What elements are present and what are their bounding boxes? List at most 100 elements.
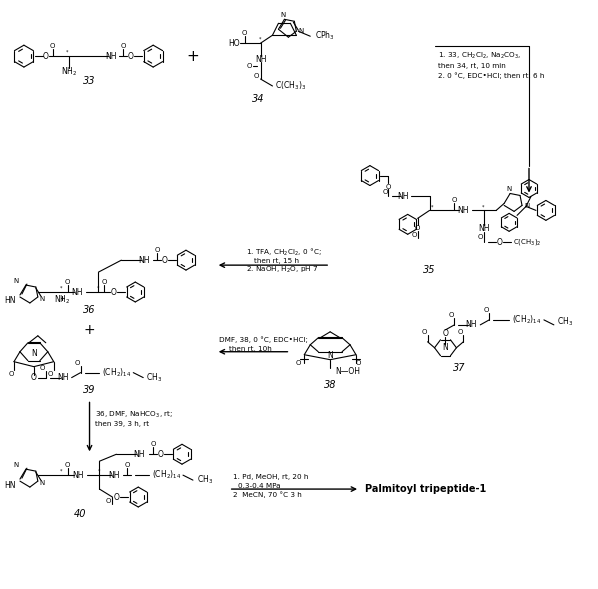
Text: O: O [443, 329, 448, 338]
Text: HO: HO [228, 39, 240, 48]
Text: O: O [295, 360, 301, 366]
Text: 1. 33, CH$_2$Cl$_2$, Na$_2$CO$_3$,: 1. 33, CH$_2$Cl$_2$, Na$_2$CO$_3$, [438, 51, 521, 61]
Text: 2. NaOH, H$_2$O, pH 7: 2. NaOH, H$_2$O, pH 7 [246, 265, 318, 275]
Text: O: O [415, 226, 420, 231]
Text: NH: NH [466, 320, 477, 329]
Text: $^*$: $^*$ [95, 286, 100, 292]
Text: $^*$: $^*$ [257, 37, 262, 43]
Text: $^*$: $^*$ [58, 286, 63, 292]
Text: O: O [75, 360, 80, 366]
Text: NH: NH [397, 192, 408, 201]
Text: NH$_2$: NH$_2$ [54, 294, 70, 306]
Text: 1. Pd, MeOH, rt, 20 h: 1. Pd, MeOH, rt, 20 h [233, 474, 308, 480]
Text: N: N [13, 462, 19, 468]
Text: $^*$: $^*$ [480, 204, 485, 210]
Text: NH: NH [139, 256, 150, 264]
Text: O: O [422, 329, 428, 335]
Text: CPh$_3$: CPh$_3$ [315, 30, 335, 42]
Text: HN: HN [4, 481, 16, 489]
Text: NH: NH [71, 287, 83, 296]
Text: O: O [478, 234, 483, 240]
Text: 38: 38 [324, 379, 337, 389]
Text: 0.3-0.4 MPa: 0.3-0.4 MPa [237, 483, 280, 489]
Text: C(CH$_3$)$_2$: C(CH$_3$)$_2$ [513, 237, 542, 247]
Text: O: O [106, 498, 111, 504]
Text: 2  MeCN, 70 °C 3 h: 2 MeCN, 70 °C 3 h [233, 492, 301, 498]
Text: CH$_3$: CH$_3$ [197, 474, 213, 487]
Text: O: O [448, 312, 454, 318]
Text: NH: NH [133, 450, 145, 459]
Text: 36: 36 [83, 305, 96, 315]
Text: O: O [247, 63, 252, 69]
Text: NH: NH [255, 55, 266, 64]
Text: O: O [50, 43, 56, 49]
Text: O: O [65, 279, 71, 285]
Text: Palmitoyl tripeptide-1: Palmitoyl tripeptide-1 [365, 484, 486, 494]
Text: +: + [187, 49, 199, 64]
Text: 40: 40 [74, 509, 86, 519]
Text: NH: NH [457, 206, 469, 215]
Text: 2. 0 °C, EDC•HCl; then rt, 6 h: 2. 0 °C, EDC•HCl; then rt, 6 h [438, 72, 544, 80]
Text: NH: NH [72, 471, 83, 479]
Text: O: O [124, 462, 130, 468]
Text: 35: 35 [423, 265, 436, 275]
Text: 33: 33 [83, 76, 96, 86]
Text: NH: NH [478, 224, 490, 233]
Text: N: N [507, 187, 512, 193]
Text: O: O [43, 52, 48, 61]
Text: then 34, rt, 10 min: then 34, rt, 10 min [438, 63, 505, 69]
Text: O: O [385, 184, 390, 190]
Text: then rt, 10h: then rt, 10h [228, 346, 271, 352]
Text: N: N [40, 296, 45, 302]
Text: N: N [40, 480, 45, 486]
Text: C(CH$_3$)$_3$: C(CH$_3$)$_3$ [276, 80, 307, 92]
Text: N: N [327, 351, 333, 360]
Text: CH$_3$: CH$_3$ [557, 316, 573, 328]
Text: N: N [31, 349, 36, 358]
Text: (CH$_2$)$_{14}$: (CH$_2$)$_{14}$ [152, 469, 181, 481]
Text: 39: 39 [83, 385, 96, 395]
Text: $^*$: $^*$ [64, 50, 69, 56]
Text: NH$_2$: NH$_2$ [60, 66, 77, 78]
Text: O: O [127, 52, 133, 61]
Text: N: N [298, 28, 304, 34]
Text: 1. TFA, CH$_2$Cl$_2$, 0 °C;: 1. TFA, CH$_2$Cl$_2$, 0 °C; [246, 247, 321, 258]
Text: O: O [111, 287, 117, 296]
Text: O: O [154, 247, 160, 253]
Text: DMF, 38, 0 °C, EDC•HCl;: DMF, 38, 0 °C, EDC•HCl; [219, 336, 307, 343]
Text: then 39, 3 h, rt: then 39, 3 h, rt [94, 421, 149, 428]
Text: O: O [48, 370, 53, 376]
Text: O: O [496, 238, 502, 247]
Text: O: O [484, 307, 489, 313]
Text: O: O [254, 73, 260, 79]
Text: N: N [524, 203, 529, 210]
Text: N: N [281, 12, 286, 18]
Text: +: + [84, 323, 95, 337]
Text: N: N [13, 278, 19, 284]
Text: O: O [65, 462, 71, 468]
Text: O: O [40, 365, 45, 370]
Text: O: O [451, 197, 457, 203]
Text: HN: HN [4, 296, 16, 306]
Text: (CH$_2$)$_{14}$: (CH$_2$)$_{14}$ [102, 366, 132, 379]
Text: O: O [161, 256, 167, 264]
Text: 36, DMF, NaHCO$_3$, rt;: 36, DMF, NaHCO$_3$, rt; [94, 409, 173, 419]
Text: O: O [355, 360, 361, 366]
Text: NH: NH [106, 52, 117, 61]
Text: O: O [102, 279, 107, 285]
Text: 37: 37 [453, 363, 466, 373]
Text: O: O [412, 232, 417, 239]
Text: 34: 34 [252, 94, 265, 104]
Text: O: O [242, 30, 248, 37]
Text: NH: NH [57, 373, 68, 382]
Text: O: O [31, 373, 37, 382]
Text: $^*$: $^*$ [429, 204, 434, 210]
Text: O: O [382, 190, 388, 196]
Text: O: O [8, 370, 14, 376]
Text: $^*$: $^*$ [58, 469, 63, 475]
Text: O: O [157, 450, 163, 459]
Text: N: N [443, 343, 448, 352]
Text: O: O [114, 492, 120, 502]
Text: O: O [121, 43, 126, 49]
Text: O: O [151, 441, 156, 447]
